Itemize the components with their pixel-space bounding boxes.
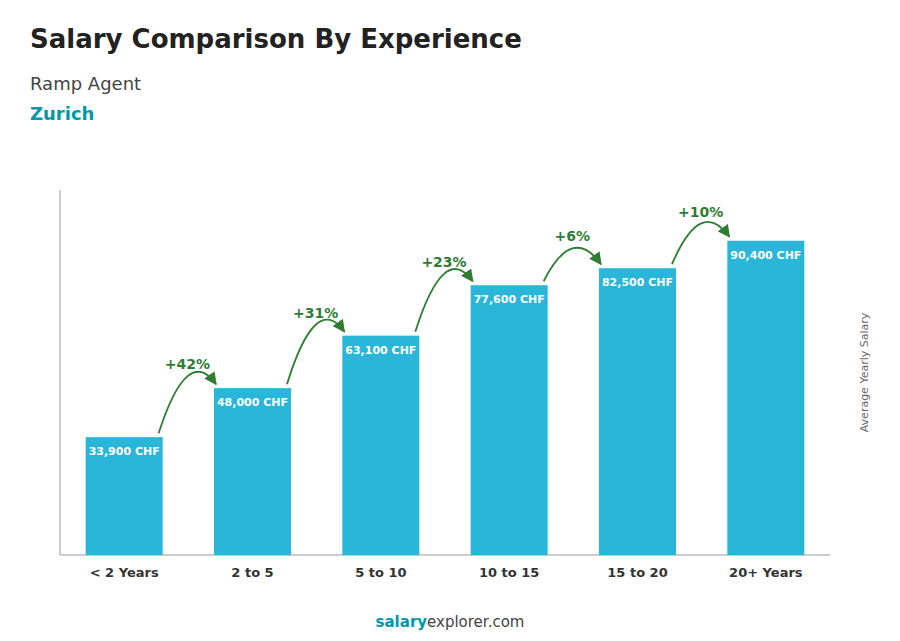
data-label: 77,600 CHF — [474, 293, 545, 306]
data-label: 63,100 CHF — [345, 344, 416, 357]
change-label: +10% — [678, 204, 723, 220]
bar — [727, 241, 804, 555]
bar — [342, 336, 419, 555]
footer: salaryexplorer.com — [376, 613, 525, 631]
change-arrow — [287, 320, 344, 385]
x-tick-label: 10 to 15 — [479, 565, 539, 580]
bar — [471, 285, 548, 555]
change-label: +23% — [421, 254, 466, 270]
data-label: 48,000 CHF — [217, 396, 288, 409]
location: Zurich — [30, 103, 94, 124]
x-tick-label: 2 to 5 — [231, 565, 273, 580]
change-arrow — [415, 269, 472, 332]
x-tick-label: < 2 Years — [90, 565, 159, 580]
bar — [214, 388, 291, 555]
subtitle: Ramp Agent — [30, 73, 141, 94]
change-arrow — [544, 248, 601, 282]
footer-bold: salary — [376, 613, 428, 631]
data-label: 90,400 CHF — [730, 249, 801, 262]
bar — [86, 437, 163, 555]
change-label: +42% — [165, 356, 210, 372]
footer-normal: explorer.com — [427, 613, 524, 631]
data-label: 82,500 CHF — [602, 276, 673, 289]
y-axis-line — [60, 190, 61, 555]
change-label: +6% — [555, 228, 591, 244]
change-label: +31% — [293, 305, 338, 321]
x-tick-label: 5 to 10 — [355, 565, 406, 580]
x-tick-label: 15 to 20 — [607, 565, 667, 580]
bars — [86, 241, 805, 555]
title: Salary Comparison By Experience — [30, 24, 522, 54]
data-label: 33,900 CHF — [89, 445, 160, 458]
change-arrow — [159, 372, 216, 433]
change-arrow — [672, 222, 729, 264]
x-tick-label: 20+ Years — [729, 565, 803, 580]
x-axis-line — [60, 555, 830, 556]
bar — [599, 268, 676, 555]
y-axis-label: Average Yearly Salary — [858, 312, 871, 432]
